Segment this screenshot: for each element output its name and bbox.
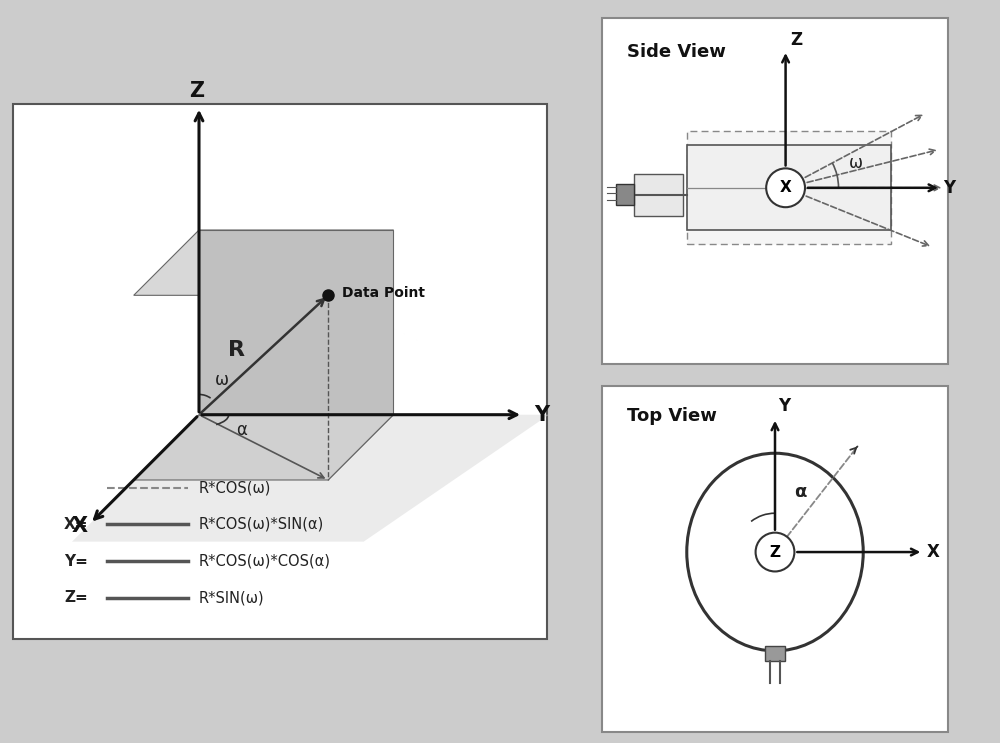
Text: Z: Z xyxy=(790,31,802,49)
Ellipse shape xyxy=(687,453,863,651)
Polygon shape xyxy=(199,230,393,415)
Circle shape xyxy=(766,169,805,207)
Text: Top View: Top View xyxy=(627,407,717,425)
Text: Y: Y xyxy=(943,179,955,197)
Text: ω: ω xyxy=(215,371,229,389)
Bar xyxy=(687,146,891,230)
Text: α: α xyxy=(236,421,247,439)
Bar xyxy=(687,132,891,244)
Text: X: X xyxy=(780,181,791,195)
Text: α: α xyxy=(794,484,807,502)
Text: Z: Z xyxy=(769,545,780,559)
Text: Z=: Z= xyxy=(64,590,88,606)
Text: Z: Z xyxy=(189,81,204,101)
Circle shape xyxy=(756,533,794,571)
Text: Data Point: Data Point xyxy=(342,285,425,299)
Text: ω: ω xyxy=(849,155,863,172)
Polygon shape xyxy=(134,230,393,295)
Text: X: X xyxy=(927,543,940,561)
Text: Y: Y xyxy=(779,397,791,415)
Polygon shape xyxy=(134,415,393,480)
Text: X=: X= xyxy=(64,517,88,532)
Text: Y: Y xyxy=(534,405,549,425)
Text: R*COS(ω)*COS(α): R*COS(ω)*COS(α) xyxy=(199,554,331,568)
Bar xyxy=(634,174,683,216)
Text: R: R xyxy=(228,340,245,360)
Polygon shape xyxy=(72,230,549,542)
Polygon shape xyxy=(328,230,393,480)
Text: Y=: Y= xyxy=(64,554,88,568)
Bar xyxy=(765,646,785,661)
Text: R*SIN(ω): R*SIN(ω) xyxy=(199,590,265,606)
Bar xyxy=(616,184,634,205)
Text: X: X xyxy=(71,516,87,536)
Text: Side View: Side View xyxy=(627,43,726,61)
Text: R*COS(ω)*SIN(α): R*COS(ω)*SIN(α) xyxy=(199,517,324,532)
Text: R*COS(ω): R*COS(ω) xyxy=(199,480,271,495)
